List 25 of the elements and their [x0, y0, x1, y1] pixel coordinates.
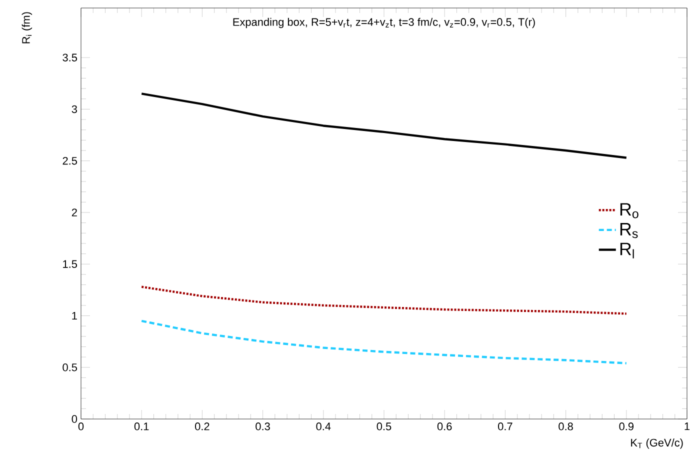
y-tick-label: 0	[72, 415, 78, 423]
y-tick-label: 2	[72, 208, 77, 216]
x-tick-label: 0.6	[437, 422, 452, 430]
y-tick-label: 2.5	[62, 156, 78, 165]
legend-label: R$_{s}$	[620, 223, 638, 238]
y-tick-label: 3	[72, 105, 77, 114]
y-tick-label: 3.5	[62, 54, 78, 62]
x-tick-label: 0.8	[558, 422, 573, 430]
x-tick-label: 1	[684, 422, 690, 430]
x-tick-label: 0.1	[134, 422, 149, 430]
x-tick-label: 0.7	[498, 422, 512, 430]
x-axis-title: K$_{T}$ (GeV/c)	[631, 438, 683, 449]
y-tick-label: 0.5	[62, 364, 78, 372]
y-axis-title: R$_{i}$ (fm)	[22, 12, 32, 44]
x-tick-label: 0	[78, 422, 84, 430]
chart-title: Expanding box, R=5+v$_{r}$t, z=4+v$_{z}$t, t=3 fm/c, v$_{z}$=0.9, v$_{r}$=0.5, T(r)	[233, 18, 535, 28]
x-tick-label: 0.5	[376, 422, 392, 430]
x-tick-label: 0.4	[316, 422, 331, 430]
legend-label: R$_{l}$	[620, 242, 634, 258]
y-tick-label: 1	[72, 312, 77, 320]
x-tick-label: 0.3	[256, 422, 270, 430]
x-tick-label: 0.9	[619, 422, 634, 430]
y-tick-label: 1.5	[63, 260, 78, 268]
x-tick-label: 0.2	[195, 422, 210, 430]
legend-label: R$_{o}$	[620, 203, 638, 218]
